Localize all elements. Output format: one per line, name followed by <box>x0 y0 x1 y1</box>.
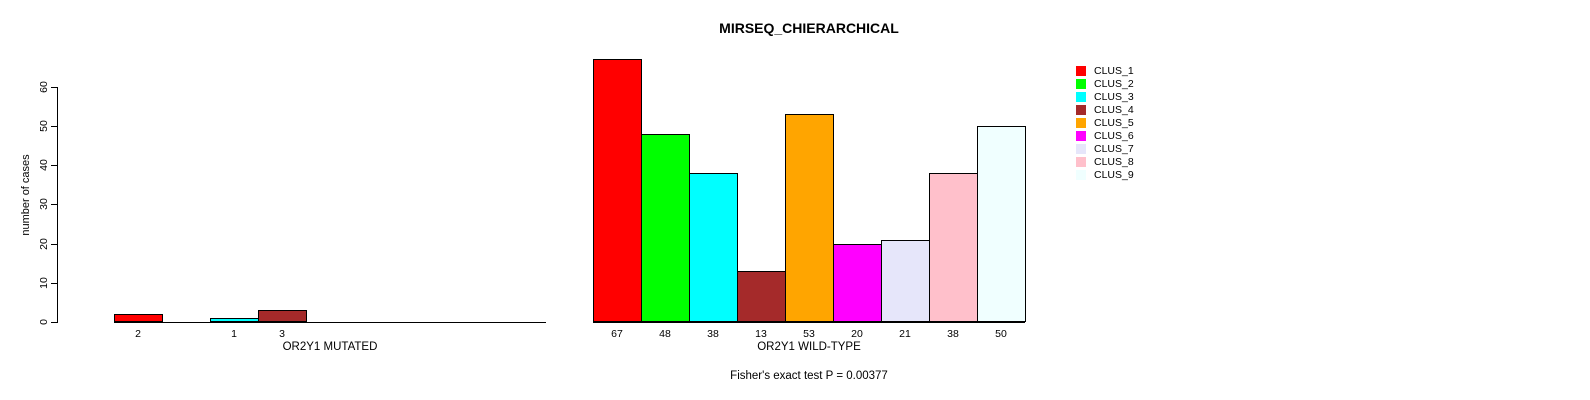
bar-wildtype-clus_5 <box>785 114 834 322</box>
bar-value-label-wildtype-clus_1: 67 <box>611 328 623 340</box>
y-axis-tick-60 <box>51 86 58 88</box>
y-axis-tick-20 <box>51 243 58 245</box>
legend-item-clus_1: CLUS_1 <box>1076 64 1134 77</box>
legend-item-clus_7: CLUS_7 <box>1076 142 1134 155</box>
legend-label-clus_8: CLUS_8 <box>1094 155 1134 168</box>
bar-value-label-mutated-clus_4: 3 <box>279 328 285 340</box>
y-axis-tick-label-50: 50 <box>38 120 50 132</box>
y-axis-tick-50 <box>51 126 58 127</box>
legend-label-clus_6: CLUS_6 <box>1094 129 1134 142</box>
bar-value-label-wildtype-clus_4: 13 <box>755 328 767 340</box>
legend-label-clus_2: CLUS_2 <box>1094 77 1134 90</box>
legend-item-clus_3: CLUS_3 <box>1076 90 1134 103</box>
bar-wildtype-clus_4 <box>737 271 786 322</box>
legend-label-clus_1: CLUS_1 <box>1094 64 1134 77</box>
legend-swatch-clus_8 <box>1076 156 1086 167</box>
y-axis-label: number of cases <box>20 154 32 236</box>
y-axis-tick-0 <box>51 322 58 323</box>
bar-wildtype-clus_9 <box>977 126 1026 322</box>
bar-value-label-wildtype-clus_3: 38 <box>707 328 719 340</box>
bar-mutated-clus_4 <box>258 310 307 322</box>
legend-item-clus_8: CLUS_8 <box>1076 155 1134 168</box>
bar-wildtype-clus_2 <box>641 134 690 322</box>
y-axis-tick-label-10: 10 <box>38 276 50 289</box>
bar-wildtype-clus_1 <box>593 59 642 322</box>
y-axis-tick-label-40: 40 <box>38 159 50 172</box>
y-axis-tick-label-0: 0 <box>38 319 50 325</box>
bar-value-label-wildtype-clus_6: 20 <box>851 328 863 340</box>
legend-swatch-clus_5 <box>1076 117 1086 128</box>
bar-value-label-wildtype-clus_7: 21 <box>899 328 911 340</box>
legend-swatch-clus_7 <box>1076 143 1086 154</box>
legend-label-clus_4: CLUS_4 <box>1094 103 1134 116</box>
y-axis-tick-30 <box>51 204 58 206</box>
legend: CLUS_1 CLUS_2 CLUS_3 CLUS_4 CLUS_5 CLUS_6 CLUS… <box>1076 64 1134 181</box>
legend-item-clus_5: CLUS_5 <box>1076 116 1134 129</box>
bar-wildtype-clus_8 <box>929 173 978 322</box>
y-axis-tick-40 <box>51 165 58 167</box>
legend-label-clus_3: CLUS_3 <box>1094 90 1134 103</box>
bar-mutated-clus_3 <box>210 318 259 322</box>
legend-item-clus_6: CLUS_6 <box>1076 129 1134 142</box>
bar-value-label-mutated-clus_1: 2 <box>135 328 141 340</box>
legend-label-clus_7: CLUS_7 <box>1094 142 1134 155</box>
legend-swatch-clus_1 <box>1076 65 1086 76</box>
y-axis-tick-10 <box>51 282 58 284</box>
x-axis-title-wildtype: OR2Y1 WILD-TYPE <box>757 341 861 353</box>
chart-title: MIRSEQ_CHIERARCHICAL <box>719 20 899 36</box>
x-axis-title-mutated: OR2Y1 MUTATED <box>282 341 378 353</box>
fisher-test-annotation: Fisher's exact test P = 0.00377 <box>730 370 888 382</box>
bar-mutated-clus_1 <box>114 314 163 322</box>
bar-value-label-wildtype-clus_5: 53 <box>803 328 815 340</box>
y-axis-tick-label-20: 20 <box>38 237 50 250</box>
legend-item-clus_2: CLUS_2 <box>1076 77 1134 90</box>
bar-wildtype-clus_6 <box>833 244 882 322</box>
bar-value-label-wildtype-clus_9: 50 <box>995 328 1007 340</box>
bar-value-label-wildtype-clus_8: 38 <box>947 328 959 340</box>
legend-label-clus_9: CLUS_9 <box>1094 168 1134 181</box>
bar-wildtype-clus_7 <box>881 240 930 322</box>
legend-swatch-clus_9 <box>1076 169 1086 180</box>
bar-value-label-wildtype-clus_2: 48 <box>659 328 671 340</box>
legend-swatch-clus_2 <box>1076 78 1086 89</box>
legend-swatch-clus_4 <box>1076 104 1086 115</box>
legend-item-clus_9: CLUS_9 <box>1076 168 1134 181</box>
legend-swatch-clus_6 <box>1076 130 1086 141</box>
legend-swatch-clus_3 <box>1076 91 1086 102</box>
legend-item-clus_4: CLUS_4 <box>1076 103 1134 116</box>
x-axis-baseline-wildtype <box>593 322 1025 323</box>
y-axis-tick-label-30: 30 <box>38 198 50 211</box>
bar-wildtype-clus_3 <box>689 173 738 322</box>
bar-value-label-mutated-clus_3: 1 <box>231 328 237 340</box>
legend-label-clus_5: CLUS_5 <box>1094 116 1134 129</box>
y-axis-tick-label-60: 60 <box>38 80 50 93</box>
x-axis-baseline-mutated <box>114 322 546 323</box>
